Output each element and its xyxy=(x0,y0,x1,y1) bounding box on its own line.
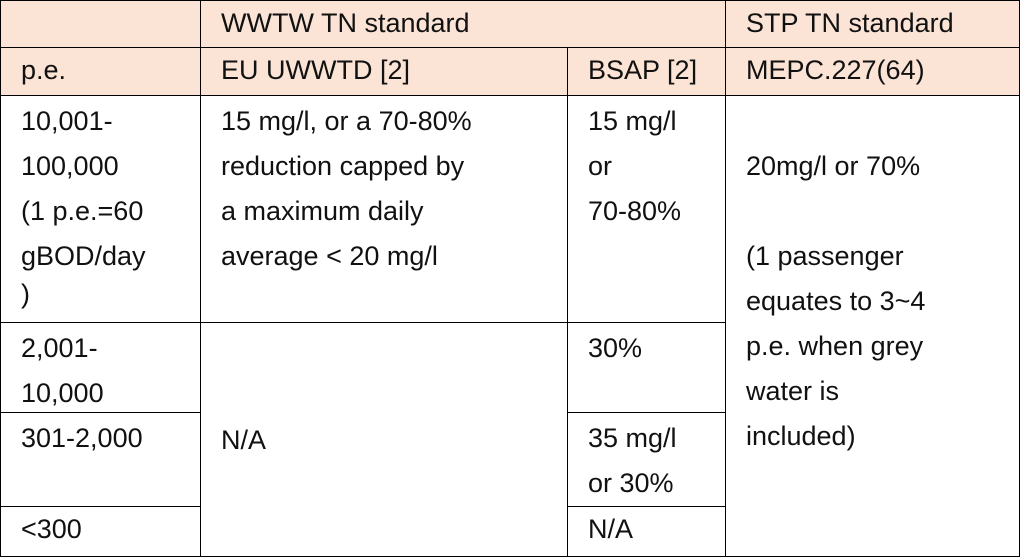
cell-text: p.e. when grey xyxy=(746,331,924,361)
header-text: BSAP [2] xyxy=(588,55,698,85)
cell-text: 70-80% xyxy=(588,196,682,226)
cell: 10,001- 100,000 (1 p.e.=60 gBOD/day ) xyxy=(0,95,201,323)
cell-text: 100,000 xyxy=(21,151,119,181)
cell: 15 mg/l or 70-80% xyxy=(567,95,726,323)
cell-text: 30% xyxy=(588,333,643,363)
header-cell: MEPC.227(64) xyxy=(725,47,1020,96)
cell-text: gBOD/day xyxy=(21,241,146,271)
cell: <300 xyxy=(0,506,201,557)
header-text: MEPC.227(64) xyxy=(746,55,925,85)
cell-text: (1 p.e.=60 xyxy=(21,196,144,226)
header-text: EU UWWTD [2] xyxy=(221,55,410,85)
cell-text: or xyxy=(588,151,613,181)
cell-text: N/A xyxy=(588,514,634,544)
cell-text: water is xyxy=(746,376,840,406)
cell-text: 2,001- xyxy=(21,333,98,363)
cell-text: 10,001- xyxy=(21,106,113,136)
cell-text: N/A xyxy=(221,425,267,455)
header-cell xyxy=(0,0,201,48)
cell: 20mg/l or 70% (1 passenger equates to 3~… xyxy=(725,95,1020,557)
header-cell: WWTW TN standard xyxy=(200,0,726,48)
cell-text: reduction capped by xyxy=(221,151,465,181)
cell-text: (1 passenger xyxy=(746,241,904,271)
cell: 30% xyxy=(567,322,726,413)
cell-text: 15 mg/l, or a 70-80% xyxy=(221,106,472,136)
cell-text: 20mg/l or 70% xyxy=(746,151,921,181)
header-text: WWTW TN standard xyxy=(221,8,470,38)
header-cell: STP TN standard xyxy=(725,0,1020,48)
header-text: p.e. xyxy=(21,55,67,85)
cell-text: a maximum daily xyxy=(221,196,424,226)
header-cell: BSAP [2] xyxy=(567,47,726,96)
cell-text: equates to 3~4 xyxy=(746,286,926,316)
cell: 35 mg/l or 30% xyxy=(567,412,726,507)
cell-text: 301-2,000 xyxy=(21,423,143,453)
cell-text: or 30% xyxy=(588,468,674,498)
cell: 301-2,000 xyxy=(0,412,201,507)
cell-text: average < 20 mg/l xyxy=(221,241,438,271)
cell-text: <300 xyxy=(21,514,82,544)
cell-text: 15 mg/l xyxy=(588,106,677,136)
cell-text: ) xyxy=(21,279,30,309)
cell: 15 mg/l, or a 70-80% reduction capped by… xyxy=(200,95,568,323)
cell: N/A xyxy=(200,322,568,557)
header-text: STP TN standard xyxy=(746,8,954,38)
cell-text: 10,000 xyxy=(21,378,104,408)
cell-text: 35 mg/l xyxy=(588,423,677,453)
cell: 2,001- 10,000 xyxy=(0,322,201,413)
cell: N/A xyxy=(567,506,726,557)
header-cell: p.e. xyxy=(0,47,201,96)
header-cell: EU UWWTD [2] xyxy=(200,47,568,96)
cell-text: included) xyxy=(746,421,856,451)
